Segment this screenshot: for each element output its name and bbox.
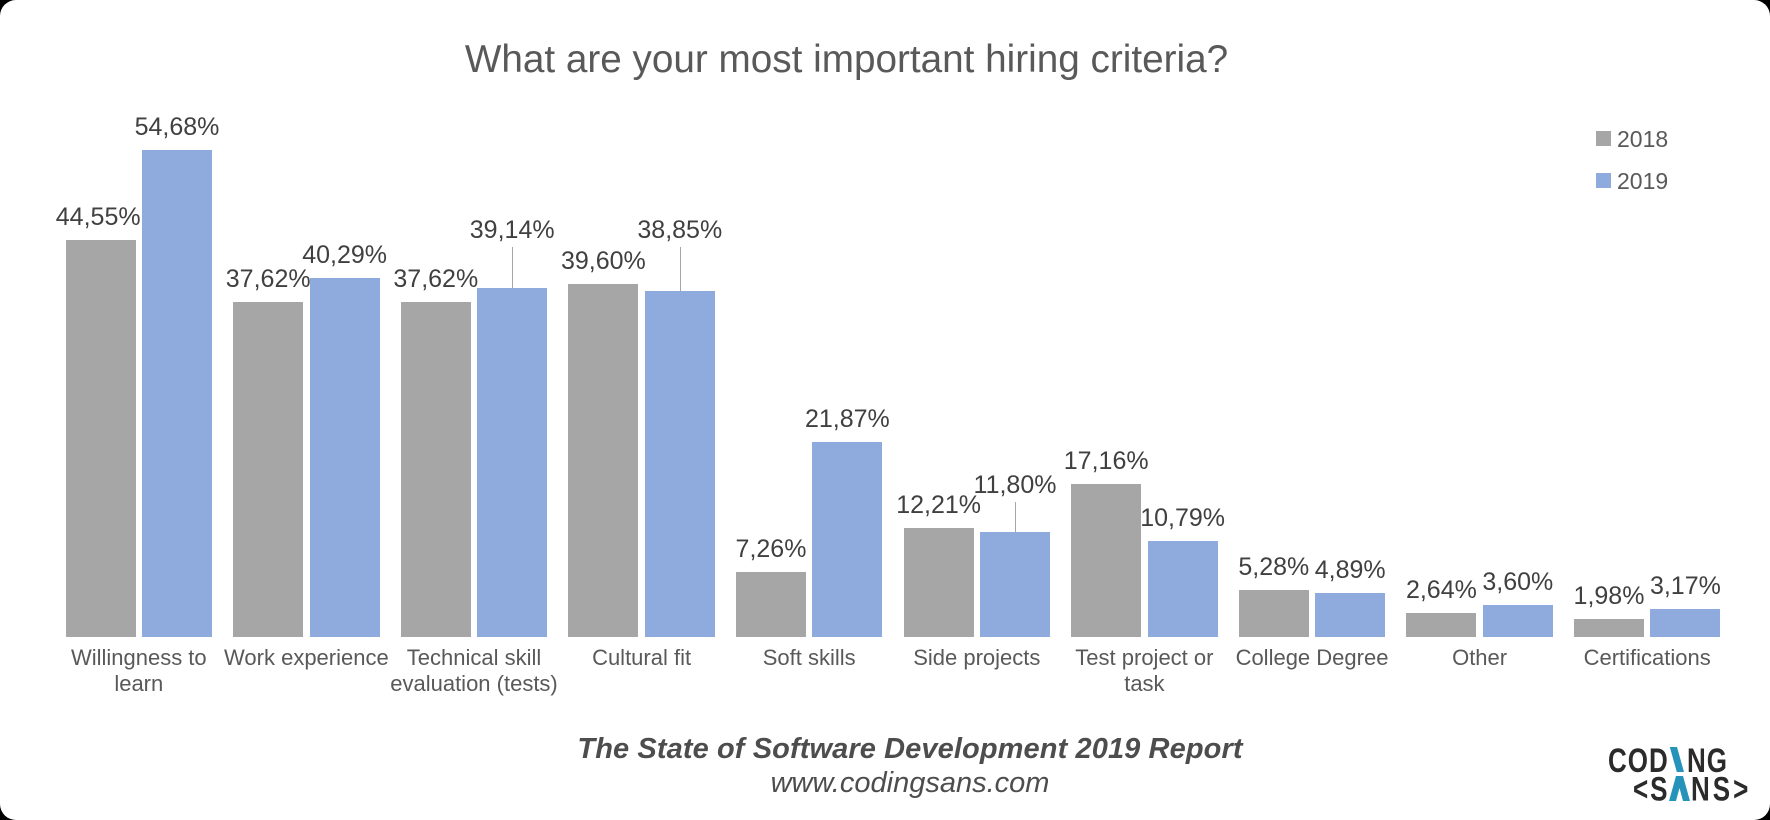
svg-text:<S: <S [1633, 770, 1670, 803]
svg-text:NS>: NS> [1691, 770, 1751, 803]
svg-text:COD: COD [1608, 745, 1669, 780]
svg-text:NG: NG [1687, 745, 1728, 780]
